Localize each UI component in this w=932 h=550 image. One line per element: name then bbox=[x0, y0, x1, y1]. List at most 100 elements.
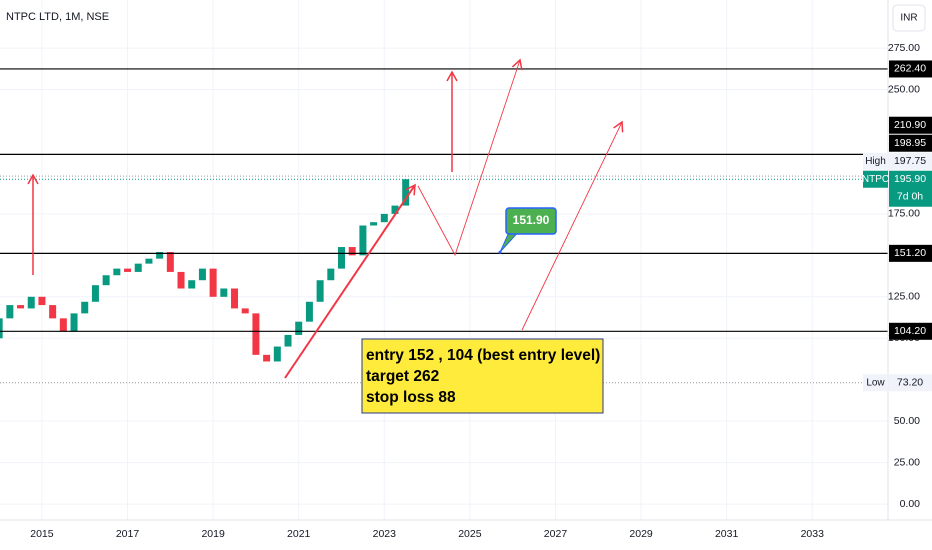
candle-body bbox=[17, 305, 25, 309]
series-tag-box bbox=[863, 152, 888, 170]
note-line: stop loss 88 bbox=[366, 389, 456, 406]
candle-body bbox=[81, 301, 89, 314]
price-labels: 73.20 Low 104.20 151.20 195.90 7d 0h NTPC 197.7… bbox=[862, 60, 932, 392]
price-label-box bbox=[889, 374, 932, 392]
x-tick-label: 2033 bbox=[801, 528, 825, 540]
y-tick-label: 125.00 bbox=[888, 291, 920, 303]
candle-body bbox=[198, 268, 206, 281]
drawings bbox=[27, 58, 624, 379]
y-tick-label: 250.00 bbox=[888, 83, 920, 95]
candle-body bbox=[38, 296, 46, 306]
candle-body bbox=[316, 280, 324, 302]
price-label-box bbox=[889, 152, 932, 170]
note-line: entry 152 , 104 (best entry level) bbox=[366, 347, 600, 364]
candle-body bbox=[348, 247, 356, 256]
y-tick-label: 25.00 bbox=[894, 456, 920, 468]
series-tag-box bbox=[863, 374, 888, 392]
price-label: 151.20 bbox=[894, 247, 926, 259]
grid bbox=[0, 0, 888, 520]
price-label-box bbox=[889, 244, 932, 262]
candle-body bbox=[145, 258, 153, 264]
projection-path bbox=[417, 58, 523, 257]
series-tag-box bbox=[863, 170, 888, 188]
callout-label: 151.90 bbox=[513, 213, 550, 227]
y-tick-label: 175.00 bbox=[888, 208, 920, 220]
candle-body bbox=[6, 305, 14, 319]
candle-body bbox=[166, 252, 174, 272]
candle-body bbox=[305, 301, 313, 322]
candle-body bbox=[70, 313, 78, 332]
x-tick-label: 2023 bbox=[373, 528, 397, 540]
candle-body bbox=[359, 225, 367, 256]
price-label-box bbox=[889, 60, 932, 78]
candle-body bbox=[27, 296, 35, 309]
price-label-box bbox=[889, 322, 932, 340]
candle-body bbox=[252, 313, 260, 355]
candle-body bbox=[273, 346, 281, 362]
candle-body bbox=[380, 213, 388, 223]
candle-body bbox=[220, 288, 228, 297]
candle-body bbox=[295, 321, 303, 335]
x-tick-label: 2021 bbox=[287, 528, 311, 540]
note-line: target 262 bbox=[366, 368, 439, 385]
x-tick-label: 2017 bbox=[116, 528, 140, 540]
x-tick-label: 2015 bbox=[30, 528, 54, 540]
series-tag: High bbox=[865, 156, 886, 167]
candle-body bbox=[59, 318, 67, 332]
candle-body bbox=[263, 354, 271, 362]
x-tick-label: 2019 bbox=[201, 528, 225, 540]
candle-body bbox=[124, 268, 132, 272]
candle-body bbox=[91, 285, 99, 302]
note-background bbox=[361, 338, 604, 414]
candle-body bbox=[284, 334, 292, 347]
price-label-box bbox=[889, 134, 932, 152]
price-label: 195.90 bbox=[894, 173, 926, 185]
y-tick-label: 0.00 bbox=[900, 498, 921, 510]
x-tick-label: 2031 bbox=[715, 528, 739, 540]
price-label-box bbox=[889, 170, 932, 207]
symbol-title: NTPC LTD, 1M, NSE bbox=[6, 11, 109, 23]
x-tick-label: 2025 bbox=[458, 528, 482, 540]
price-label: 197.75 bbox=[894, 155, 926, 167]
candle-body bbox=[102, 275, 110, 286]
price-label: 104.20 bbox=[894, 325, 926, 337]
candle-body bbox=[177, 271, 185, 289]
price-label-box bbox=[889, 116, 932, 134]
candle-body bbox=[327, 268, 335, 281]
candle-body bbox=[391, 205, 399, 214]
y-tick-label: 50.00 bbox=[894, 415, 920, 427]
price-label: 210.90 bbox=[894, 119, 926, 131]
candle-body bbox=[113, 268, 121, 276]
price-label: 262.40 bbox=[894, 63, 926, 75]
series-tag: NTPC bbox=[862, 174, 889, 185]
y-tick-label: 275.00 bbox=[888, 42, 920, 54]
candle-body bbox=[49, 305, 57, 319]
currency-button[interactable] bbox=[892, 4, 926, 32]
price-label: 73.20 bbox=[897, 376, 923, 388]
callout-box bbox=[505, 207, 557, 235]
plot-area: 151.90 bbox=[0, 68, 888, 384]
countdown-label: 7d 0h bbox=[897, 191, 923, 203]
price-label: 198.95 bbox=[894, 137, 926, 149]
candle-body bbox=[188, 280, 196, 289]
candle-body bbox=[370, 222, 378, 226]
candle-body bbox=[338, 247, 346, 269]
candle-body bbox=[241, 308, 249, 314]
note-box: entry 152 , 104 (best entry level) targe… bbox=[361, 338, 604, 414]
trend-line bbox=[284, 183, 416, 379]
projection-path bbox=[521, 120, 624, 331]
x-tick-label: 2029 bbox=[629, 528, 653, 540]
candle-body bbox=[134, 263, 142, 272]
candle-body bbox=[209, 268, 217, 297]
currency-label[interactable]: INR bbox=[900, 13, 917, 24]
x-tick-label: 2027 bbox=[544, 528, 568, 540]
candle-body bbox=[231, 288, 239, 309]
callout-point bbox=[498, 250, 502, 254]
candle-body bbox=[0, 318, 3, 339]
candle-body bbox=[156, 252, 164, 259]
series-tag: Low bbox=[866, 377, 885, 388]
